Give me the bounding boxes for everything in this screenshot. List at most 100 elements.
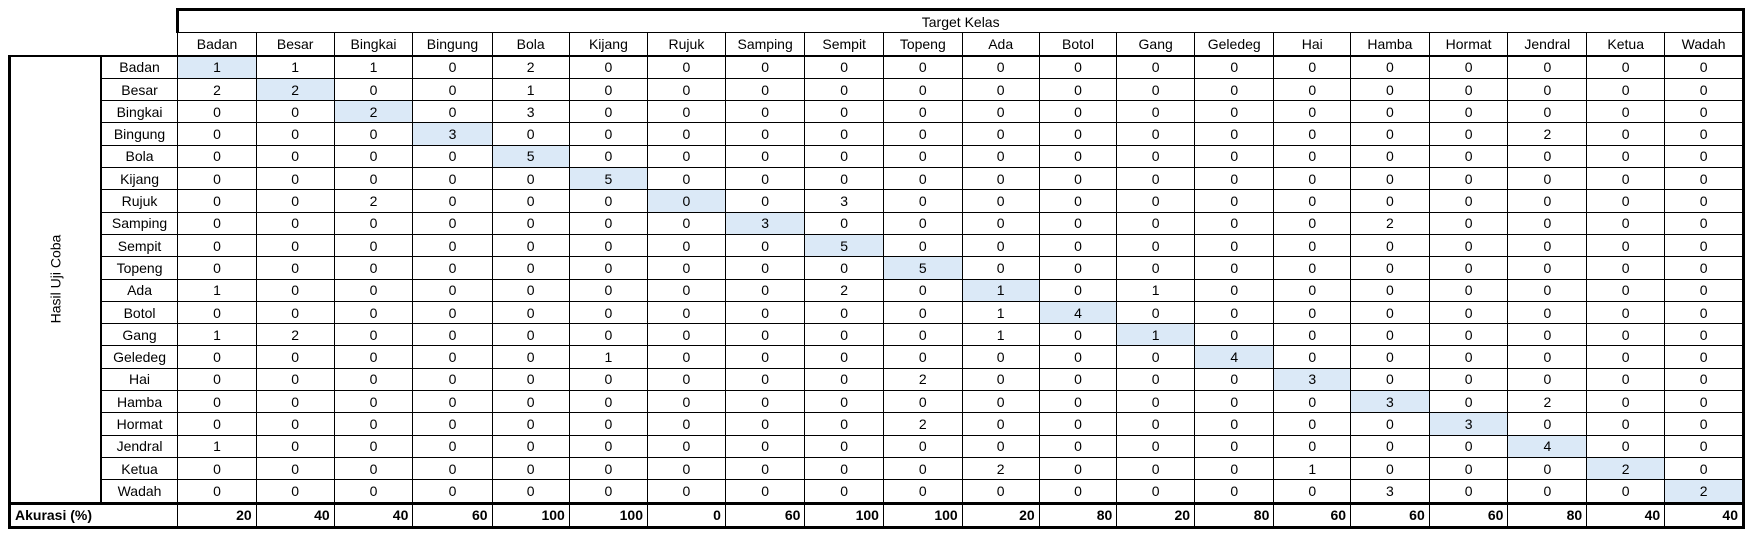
matrix-cell: 0	[1664, 100, 1745, 124]
row-header-hai: Hai	[100, 367, 179, 392]
matrix-cell: 0	[177, 189, 257, 213]
matrix-cell: 0	[724, 233, 806, 258]
matrix-cell: 0	[646, 55, 726, 79]
row-axis-label: Hasil Uji Coba	[7, 55, 102, 504]
matrix-cell: 4	[1194, 345, 1275, 369]
matrix-cell: 0	[1507, 100, 1588, 124]
matrix-cell: 0	[1507, 144, 1588, 169]
matrix-cell: 0	[724, 144, 806, 169]
matrix-cell: 0	[1350, 300, 1430, 325]
column-header-samping: Samping	[724, 32, 806, 57]
matrix-cell: 0	[1586, 367, 1666, 392]
matrix-cell: 0	[412, 100, 493, 124]
matrix-cell: 0	[1038, 256, 1118, 280]
accuracy-cell: 100	[882, 501, 963, 529]
accuracy-row: Akurasi (%) 20 40 40 60 100 100 0 60 100 100 20 80 20…	[7, 501, 1745, 529]
matrix-cell: 0	[568, 233, 648, 258]
matrix-cell: 0	[333, 323, 414, 347]
column-header-hamba: Hamba	[1350, 32, 1430, 57]
matrix-cell: 0	[1116, 345, 1196, 369]
matrix-cell: 0	[491, 167, 570, 191]
accuracy-cell: 40	[255, 501, 335, 529]
matrix-cell: 0	[1273, 390, 1352, 414]
table-row: Besar 2 2 0 0 1 0 0 0 0 0 0 0 0 0 0 0 0 0 0 0	[10, 77, 1745, 102]
matrix-cell: 0	[961, 412, 1040, 436]
matrix-cell: 0	[1350, 189, 1430, 213]
matrix-cell: 0	[882, 390, 963, 414]
matrix-cell: 3	[724, 211, 806, 235]
accuracy-cell: 100	[804, 501, 884, 529]
matrix-cell: 0	[724, 367, 806, 392]
matrix-cell: 0	[412, 167, 493, 191]
matrix-cell: 0	[804, 122, 884, 146]
matrix-cell: 0	[1194, 77, 1275, 102]
matrix-cell: 0	[255, 345, 335, 369]
matrix-cell: 0	[491, 456, 570, 481]
accuracy-cell: 60	[1428, 501, 1509, 529]
table-row: Wadah 0 0 0 0 0 0 0 0 0 0 0 0 0 0 0 3 0 0 0 2	[10, 479, 1745, 504]
table-row: Kijang 0 0 0 0 0 5 0 0 0 0 0 0 0 0 0 0 0 0 0 0	[10, 167, 1745, 191]
matrix-cell: 0	[1664, 233, 1745, 258]
column-header-bingung: Bingung	[412, 32, 493, 57]
matrix-cell: 0	[412, 412, 493, 436]
matrix-cell: 0	[724, 300, 806, 325]
matrix-cell: 0	[1664, 323, 1745, 347]
matrix-cell: 0	[333, 300, 414, 325]
matrix-cell: 0	[882, 300, 963, 325]
matrix-cell: 0	[1116, 211, 1196, 235]
accuracy-cell: 40	[333, 501, 414, 529]
matrix-cell: 1	[255, 55, 335, 79]
table-row: Ada 1 0 0 0 0 0 0 0 2 0 1 0 1 0 0 0 0 0 0 0	[10, 278, 1745, 302]
matrix-cell: 0	[1428, 367, 1509, 392]
matrix-cell: 0	[1194, 323, 1275, 347]
matrix-cell: 0	[1038, 367, 1118, 392]
matrix-cell: 0	[1038, 278, 1118, 302]
matrix-cell: 0	[1428, 323, 1509, 347]
matrix-cell: 0	[1038, 167, 1118, 191]
table-row: Bingung 0 0 0 3 0 0 0 0 0 0 0 0 0 0 0 0 0 2 0 0	[10, 122, 1745, 146]
matrix-cell: 0	[1116, 434, 1196, 458]
matrix-cell: 0	[1116, 55, 1196, 79]
matrix-cell: 0	[882, 434, 963, 458]
matrix-cell: 3	[1350, 390, 1430, 414]
matrix-cell: 0	[1350, 434, 1430, 458]
matrix-cell: 0	[804, 412, 884, 436]
matrix-cell: 0	[882, 278, 963, 302]
matrix-cell: 0	[1664, 390, 1745, 414]
matrix-cell: 0	[646, 390, 726, 414]
matrix-cell: 0	[491, 211, 570, 235]
matrix-cell: 0	[333, 122, 414, 146]
matrix-cell: 3	[412, 122, 493, 146]
matrix-body: Target Kelas Badan Besar Bingkai Bingung Bol…	[7, 7, 1745, 529]
matrix-cell: 0	[1350, 256, 1430, 280]
accuracy-cell: 20	[961, 501, 1040, 529]
matrix-cell: 0	[1194, 390, 1275, 414]
matrix-cell: 0	[255, 122, 335, 146]
matrix-cell: 0	[1428, 479, 1509, 504]
matrix-cell: 1	[177, 278, 257, 302]
matrix-cell: 0	[1586, 390, 1666, 414]
matrix-cell: 0	[568, 77, 648, 102]
matrix-cell: 0	[1273, 167, 1352, 191]
matrix-cell: 0	[1116, 144, 1196, 169]
matrix-cell: 0	[177, 345, 257, 369]
row-axis-label-text: Hasil Uji Coba	[47, 234, 64, 324]
matrix-cell: 0	[646, 278, 726, 302]
matrix-cell: 0	[412, 144, 493, 169]
matrix-cell: 0	[961, 256, 1040, 280]
matrix-cell: 4	[1507, 434, 1588, 458]
matrix-cell: 0	[333, 211, 414, 235]
matrix-cell: 0	[255, 100, 335, 124]
matrix-cell: 0	[491, 300, 570, 325]
matrix-cell: 0	[961, 367, 1040, 392]
matrix-cell: 0	[961, 55, 1040, 79]
matrix-cell: 0	[1586, 144, 1666, 169]
table-row: Bola 0 0 0 0 5 0 0 0 0 0 0 0 0 0 0 0 0 0 0 0	[10, 144, 1745, 169]
matrix-cell: 0	[412, 189, 493, 213]
accuracy-cell: 80	[1507, 501, 1588, 529]
matrix-cell: 2	[804, 278, 884, 302]
matrix-cell: 0	[1038, 189, 1118, 213]
matrix-cell: 0	[1664, 434, 1745, 458]
matrix-cell: 0	[412, 479, 493, 504]
matrix-cell: 0	[646, 323, 726, 347]
